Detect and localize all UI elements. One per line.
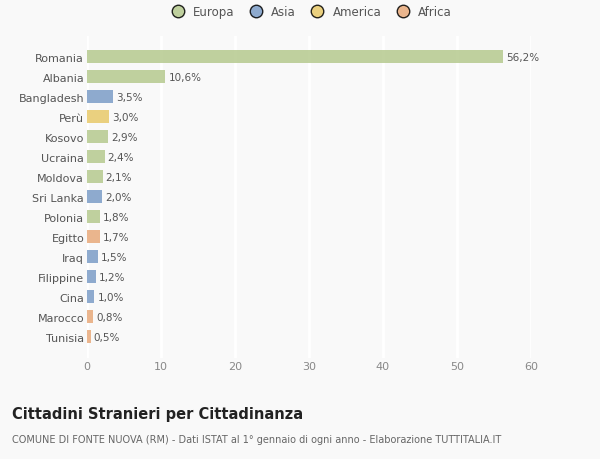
Legend: Europa, Asia, America, Africa: Europa, Asia, America, Africa	[166, 6, 452, 19]
Bar	[87, 231, 100, 244]
Bar	[87, 251, 98, 263]
Text: 2,9%: 2,9%	[112, 133, 138, 143]
Bar	[87, 330, 91, 343]
Text: Cittadini Stranieri per Cittadinanza: Cittadini Stranieri per Cittadinanza	[12, 406, 303, 421]
Bar	[87, 291, 94, 303]
Text: 3,0%: 3,0%	[112, 112, 139, 123]
Text: 1,5%: 1,5%	[101, 252, 128, 262]
Bar	[87, 311, 93, 324]
Bar	[87, 51, 503, 64]
Bar	[87, 191, 102, 204]
Text: 0,5%: 0,5%	[94, 332, 120, 342]
Text: 1,8%: 1,8%	[103, 213, 130, 222]
Bar	[87, 71, 166, 84]
Text: 56,2%: 56,2%	[506, 53, 539, 63]
Text: 1,7%: 1,7%	[103, 232, 129, 242]
Bar	[87, 211, 100, 224]
Bar	[87, 271, 96, 284]
Text: 3,5%: 3,5%	[116, 93, 142, 103]
Text: 2,0%: 2,0%	[105, 192, 131, 202]
Text: 1,0%: 1,0%	[97, 292, 124, 302]
Bar	[87, 131, 109, 144]
Text: 0,8%: 0,8%	[96, 312, 122, 322]
Text: 10,6%: 10,6%	[169, 73, 202, 83]
Bar	[87, 151, 105, 164]
Text: 2,4%: 2,4%	[108, 152, 134, 162]
Text: COMUNE DI FONTE NUOVA (RM) - Dati ISTAT al 1° gennaio di ogni anno - Elaborazion: COMUNE DI FONTE NUOVA (RM) - Dati ISTAT …	[12, 434, 501, 444]
Bar	[87, 111, 109, 124]
Text: 1,2%: 1,2%	[99, 272, 125, 282]
Text: 2,1%: 2,1%	[106, 173, 132, 182]
Bar	[87, 171, 103, 184]
Bar	[87, 91, 113, 104]
